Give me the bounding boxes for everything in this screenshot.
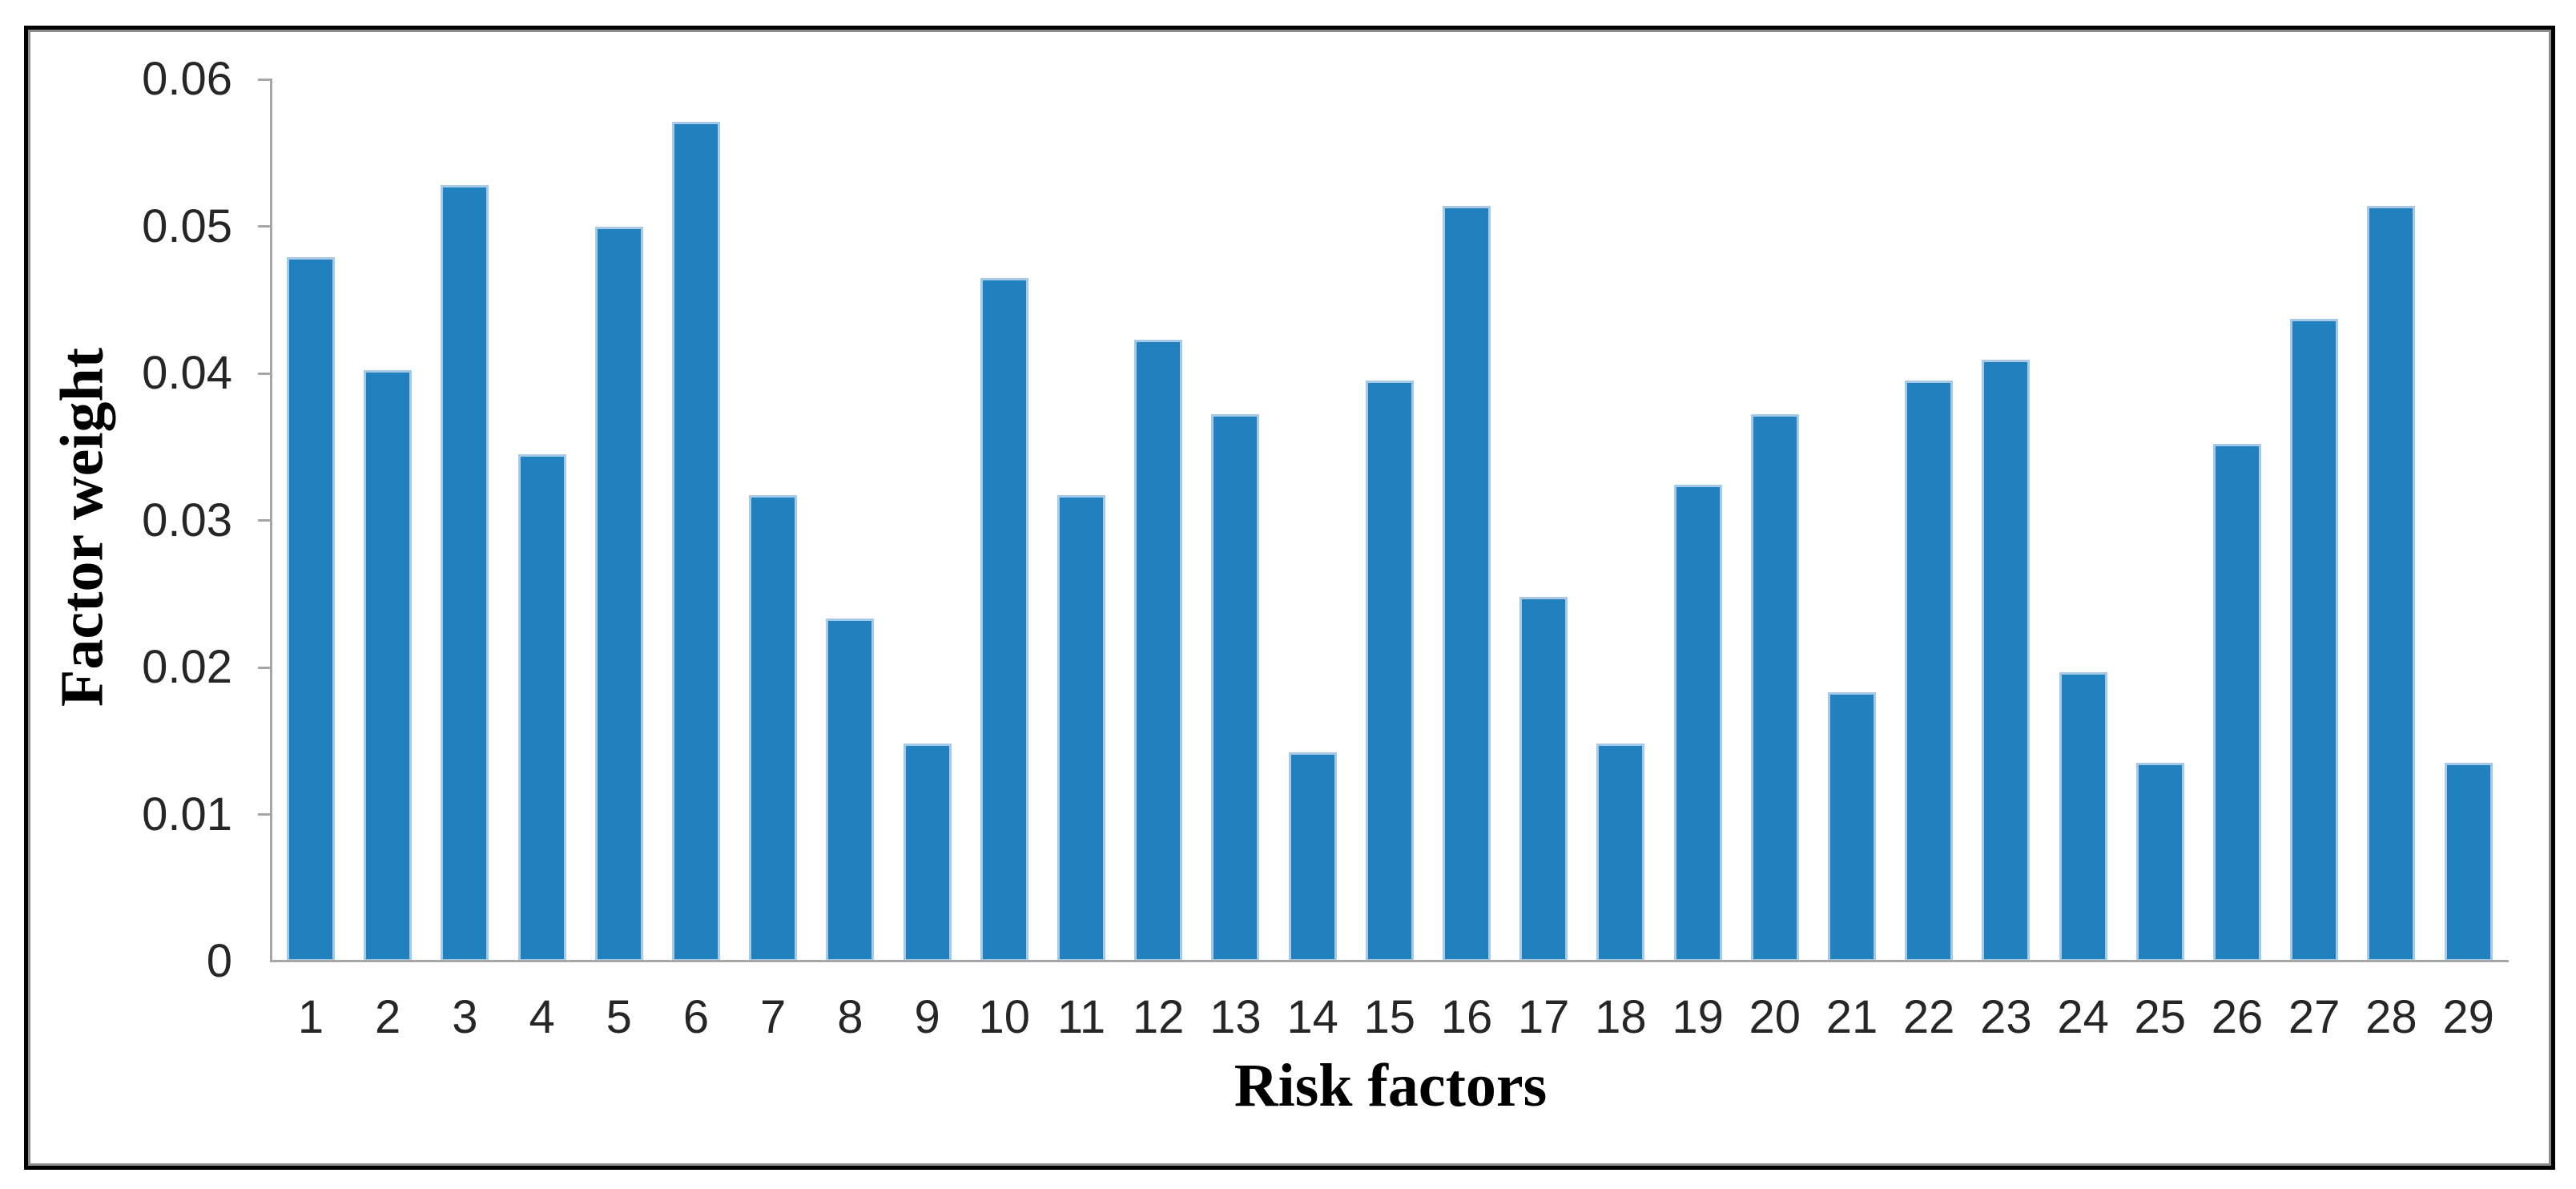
bar-18 — [1596, 744, 1645, 961]
y-tick-label: 0.04 — [142, 347, 232, 399]
y-tick-mark — [258, 519, 272, 522]
x-tick-label: 20 — [1749, 991, 1801, 1043]
x-tick-label: 9 — [914, 991, 940, 1043]
x-tick-label: 19 — [1672, 991, 1724, 1043]
bar-2 — [364, 370, 413, 961]
bar-14 — [1288, 752, 1337, 961]
bar-26 — [2213, 444, 2261, 961]
bar-24 — [2059, 671, 2107, 961]
x-tick-label: 1 — [297, 991, 324, 1043]
x-tick-label: 6 — [682, 991, 710, 1043]
x-axis-title: Risk factors — [1234, 1052, 1548, 1119]
y-tick-mark — [258, 813, 272, 816]
y-tick-label: 0.05 — [142, 200, 232, 252]
y-tick-mark — [258, 666, 272, 669]
y-tick-label: 0.06 — [142, 53, 232, 105]
bar-1 — [287, 257, 335, 961]
x-tick-label: 3 — [452, 991, 478, 1043]
x-tick-label: 16 — [1440, 991, 1493, 1043]
bar-25 — [2135, 763, 2184, 961]
bar-12 — [1134, 339, 1183, 961]
x-tick-label: 4 — [529, 991, 555, 1043]
x-tick-label: 26 — [2211, 991, 2264, 1043]
y-tick-label: 0.02 — [142, 641, 232, 693]
x-axis-line — [272, 960, 2509, 962]
bar-5 — [594, 226, 643, 961]
x-tick-label: 12 — [1132, 991, 1185, 1043]
y-tick-label: 0 — [206, 935, 232, 987]
bar-21 — [1828, 692, 1876, 961]
y-tick-mark — [258, 78, 272, 81]
x-tick-label: 22 — [1902, 991, 1955, 1043]
bar-23 — [1982, 360, 2031, 961]
bar-13 — [1211, 414, 1260, 961]
bar-15 — [1365, 381, 1414, 961]
bar-8 — [826, 619, 875, 961]
x-tick-label: 10 — [978, 991, 1031, 1043]
bar-17 — [1519, 596, 1568, 961]
bar-7 — [749, 495, 798, 961]
y-tick-mark — [258, 372, 272, 375]
bar-20 — [1750, 414, 1799, 961]
y-axis-line — [270, 79, 272, 962]
bar-22 — [1905, 381, 1954, 961]
bar-28 — [2367, 205, 2416, 961]
x-tick-label: 28 — [2365, 991, 2417, 1043]
y-tick-label: 0.03 — [142, 494, 232, 546]
x-tick-label: 8 — [837, 991, 863, 1043]
x-tick-label: 23 — [1980, 991, 2032, 1043]
bar-11 — [1057, 495, 1105, 961]
bar-4 — [517, 453, 566, 961]
y-tick-mark — [258, 225, 272, 228]
x-tick-label: 17 — [1517, 991, 1570, 1043]
bar-9 — [903, 744, 952, 961]
bar-27 — [2290, 319, 2339, 961]
bar-6 — [672, 122, 720, 961]
x-tick-label: 25 — [2134, 991, 2187, 1043]
bar-10 — [980, 277, 1028, 961]
x-tick-label: 18 — [1595, 991, 1647, 1043]
x-tick-label: 27 — [2288, 991, 2341, 1043]
bar-19 — [1673, 485, 1722, 961]
x-tick-label: 21 — [1825, 991, 1878, 1043]
x-tick-label: 14 — [1286, 991, 1338, 1043]
bar-16 — [1443, 205, 1491, 961]
x-tick-label: 11 — [1057, 991, 1106, 1043]
x-tick-label: 2 — [375, 991, 401, 1043]
x-tick-label: 13 — [1210, 991, 1262, 1043]
y-tick-label: 0.01 — [142, 788, 232, 840]
x-tick-label: 15 — [1363, 991, 1416, 1043]
bar-3 — [441, 185, 489, 961]
x-tick-label: 24 — [2057, 991, 2109, 1043]
bar-29 — [2444, 763, 2493, 961]
x-tick-label: 7 — [760, 991, 787, 1043]
x-tick-label: 29 — [2442, 991, 2494, 1043]
x-tick-label: 5 — [606, 991, 632, 1043]
